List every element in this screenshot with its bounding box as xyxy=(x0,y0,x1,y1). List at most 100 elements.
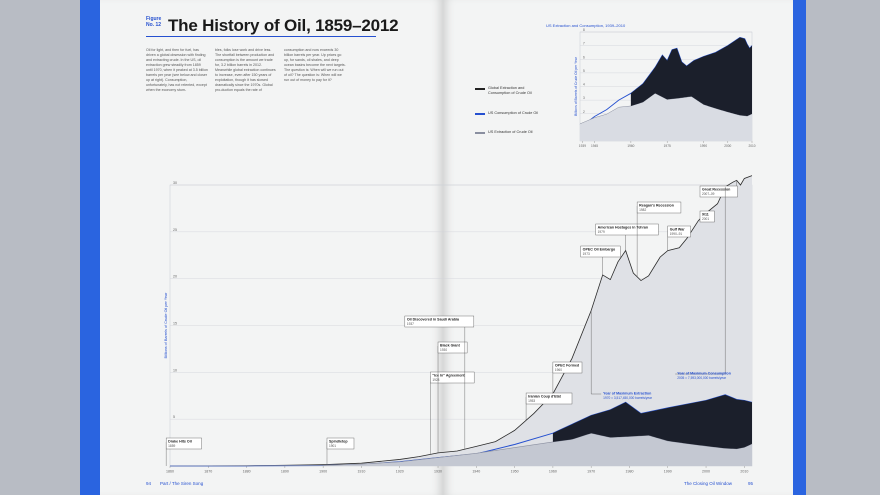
legend-item-global: Global Extraction and Consumption of Cru… xyxy=(475,86,545,100)
footer-left-page-number: 94 xyxy=(146,481,152,486)
inset-chart-y-tick-label: 7 xyxy=(583,42,585,46)
inset-chart-x-tick-label: 1939 xyxy=(579,144,586,148)
annotation-box xyxy=(699,210,715,223)
annotation-label: Year of Maximum Consumption xyxy=(677,372,731,376)
annotation-year: 1973 xyxy=(583,252,590,256)
main-chart-x-tick-label: 1960 xyxy=(549,470,557,474)
annotation-box xyxy=(595,223,659,236)
inset-chart-y-axis-label: Billions of Barrels of Crude Oil per Yea… xyxy=(574,56,578,116)
us-extraction-series-line xyxy=(169,432,753,467)
footer-right-section: The Closing Oil Window xyxy=(684,481,733,486)
annotation-year: 1901 xyxy=(329,444,336,448)
annotation-box xyxy=(525,392,573,405)
title-rule xyxy=(146,36,376,37)
annotation-label: Oil Discovered in Saudi Arabia xyxy=(407,318,460,322)
annotation-leader xyxy=(590,310,602,395)
legend-swatch-global xyxy=(475,88,485,90)
annotation-year: 2001 xyxy=(702,217,709,221)
main-chart-y-axis-label: Billions of Barrels of Crude Oil per Yea… xyxy=(164,292,168,359)
figure-label-line2: No. 12 xyxy=(146,22,162,28)
annotation-box xyxy=(437,341,468,354)
inset-chart-x-tick-label: 1975 xyxy=(664,144,671,148)
main-chart-x-tick-label: 1920 xyxy=(396,470,404,474)
annotation-year: 1979 xyxy=(598,230,605,234)
annotation-label: "Ice In" Agreement xyxy=(432,374,465,378)
inset-chart-y-tick-label: 2 xyxy=(583,110,585,114)
annotation-year: 1960 xyxy=(555,368,562,372)
body-column-1: Oil for light, and then for fuel, has dr… xyxy=(146,48,208,92)
annotation-year: 1928 xyxy=(432,378,439,382)
annotation-label: Spindletop xyxy=(329,440,348,444)
main-chart-y-tick-label: 20 xyxy=(173,275,177,279)
annotation-leader xyxy=(675,186,726,375)
legend-label-global: Global Extraction and Consumption of Cru… xyxy=(488,86,532,95)
main-chart-y-tick-label: 30 xyxy=(173,181,177,185)
main-chart-x-tick-label: 1970 xyxy=(587,470,595,474)
main-chart-y-tick-label: 5 xyxy=(173,415,175,419)
figure-label-line1: Figure xyxy=(146,16,162,22)
footer-right-page-number: 95 xyxy=(748,481,754,486)
inset-chart-x-tick-label: 2000 xyxy=(724,144,731,148)
annotation-box xyxy=(699,185,738,198)
inset-chart-x-tick-label: 1960 xyxy=(627,144,634,148)
main-chart-x-tick-label: 2000 xyxy=(702,470,710,474)
annotation-box xyxy=(636,201,682,214)
figure-label: Figure No. 12 xyxy=(146,16,161,28)
annotation-year: 1930 xyxy=(440,348,447,352)
annotation-box xyxy=(326,437,355,450)
main-chart-x-tick-label: 1900 xyxy=(319,470,327,474)
main-chart-y-tick-label: 15 xyxy=(173,322,177,326)
annotation-label: OPEC Oil Embargo xyxy=(583,248,616,252)
legend-item-us-consumption: US Consumption of Crude Oil xyxy=(475,111,545,123)
book-cover-right xyxy=(790,0,806,495)
main-chart-y-tick-label: 10 xyxy=(173,368,177,372)
annotation-year: 1990–91 xyxy=(670,232,683,236)
main-chart-x-tick-label: 1870 xyxy=(204,470,212,474)
annotation-year: 2007–09 xyxy=(702,192,715,196)
left-page xyxy=(100,0,443,495)
page-title: The History of Oil, 1859–2012 xyxy=(168,16,399,35)
annotation-box xyxy=(580,245,621,258)
annotation-label: Drake Hits Oil xyxy=(168,440,192,444)
annotation-label: Iranian Coup d'Etat xyxy=(528,395,562,399)
main-chart-x-tick-label: 1890 xyxy=(281,470,289,474)
annotation-label: Reagan's Recession xyxy=(639,204,674,208)
legend-item-us-extraction: US Extraction of Crude Oil xyxy=(475,130,545,142)
body-column-3: consumption and now exceeds 30 billion b… xyxy=(284,48,346,82)
footer-left-section: Part / The Siren Song xyxy=(160,481,204,486)
inset-chart-x-tick-label: 2010 xyxy=(748,144,755,148)
annotation-year: 1970 = 3,517,450,000 barrels/year xyxy=(603,396,653,400)
inset-chart-title: US Extraction and Consumption, 1939–2010 xyxy=(546,23,626,28)
main-chart-x-tick-label: 1950 xyxy=(511,470,519,474)
main-chart-x-tick-label: 1980 xyxy=(625,470,633,474)
inset-chart-y-tick-label: 8 xyxy=(583,28,585,32)
annotation-label: Black Giant xyxy=(440,344,461,348)
legend-swatch-us-consumption xyxy=(475,113,485,115)
global-series-line xyxy=(169,175,753,467)
annotation-label: Year of Maximum Extraction xyxy=(603,392,651,396)
main-chart-import-gap-area xyxy=(552,394,752,449)
main-chart-y-tick-label: 25 xyxy=(173,228,177,232)
annotation-box xyxy=(667,225,691,238)
main-chart-x-tick-label: 2010 xyxy=(740,470,748,474)
annotation-box xyxy=(552,361,583,374)
annotation-box xyxy=(165,437,202,450)
annotation-label: 9/11 xyxy=(702,213,709,217)
annotation-label: Gulf War xyxy=(670,228,685,232)
legend-swatch-us-extraction xyxy=(475,132,485,134)
inset-chart-y-tick-label: 6 xyxy=(583,55,585,59)
annotation-box xyxy=(404,315,475,328)
body-column-2: bles, folks lose work and drive less. Th… xyxy=(215,48,276,92)
annotation-year: 1982 xyxy=(639,208,646,212)
main-chart-x-tick-label: 1930 xyxy=(434,470,442,474)
annotation-year: 1859 xyxy=(168,444,175,448)
annotation-year: 1953 xyxy=(528,399,535,403)
inset-us-extraction-series-area xyxy=(580,93,752,141)
us-extraction-series-area xyxy=(170,433,752,466)
legend-label-us-extraction: US Extraction of Crude Oil xyxy=(488,130,533,134)
annotation-label: Great Recession xyxy=(702,188,730,192)
inset-chart-x-tick-label: 1990 xyxy=(700,144,707,148)
